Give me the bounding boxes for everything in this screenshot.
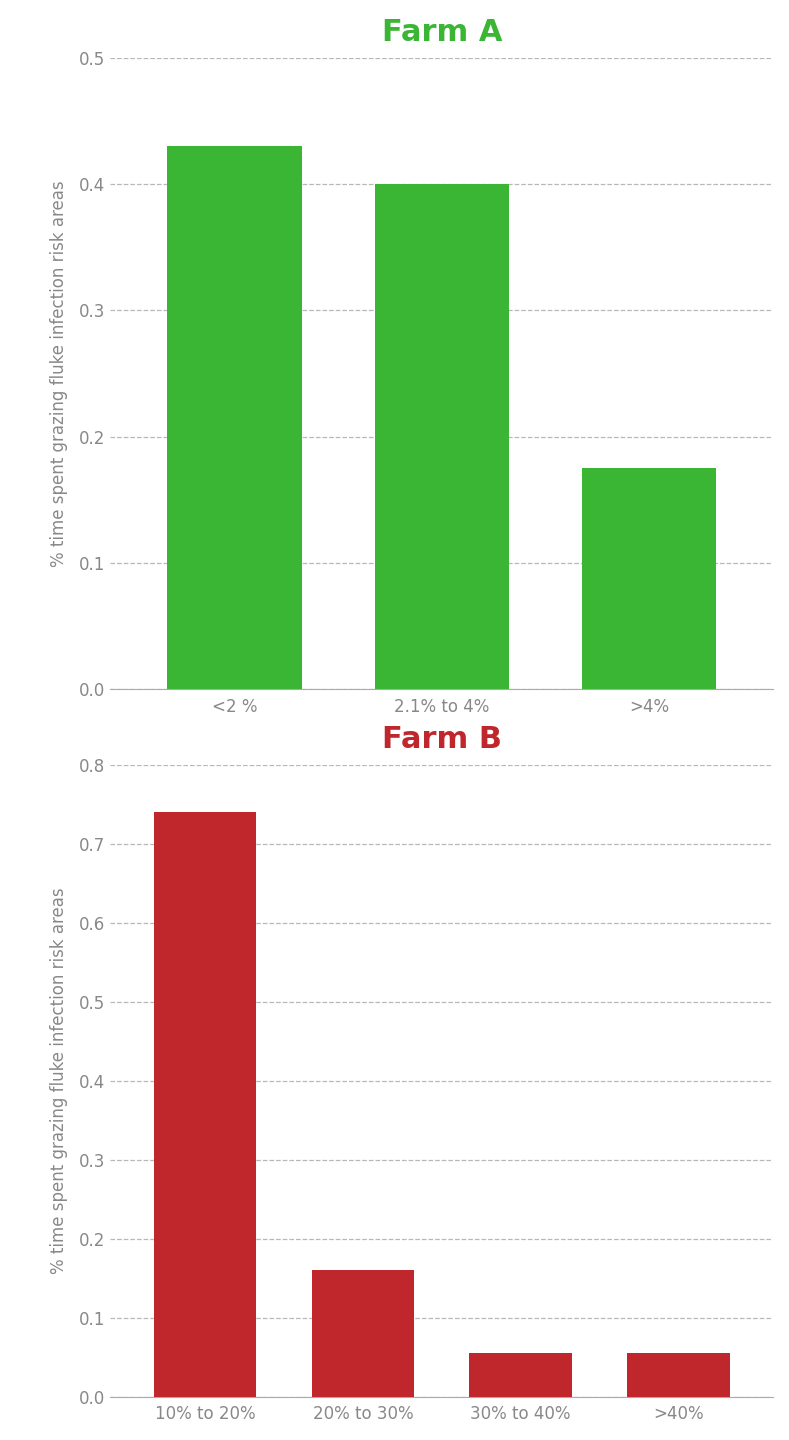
Bar [627, 1354, 730, 1397]
Bar [312, 1270, 414, 1397]
Bar [375, 184, 509, 690]
Bar [154, 812, 256, 1397]
Y-axis label: % time spent grazing fluke infection risk areas: % time spent grazing fluke infection ris… [50, 180, 68, 567]
Title: Farm B: Farm B [382, 726, 502, 755]
Bar [167, 145, 302, 690]
Y-axis label: % time spent grazing fluke infection risk areas: % time spent grazing fluke infection ris… [50, 887, 68, 1274]
Title: Farm A: Farm A [382, 17, 502, 48]
Bar [581, 468, 716, 690]
Bar [469, 1354, 572, 1397]
